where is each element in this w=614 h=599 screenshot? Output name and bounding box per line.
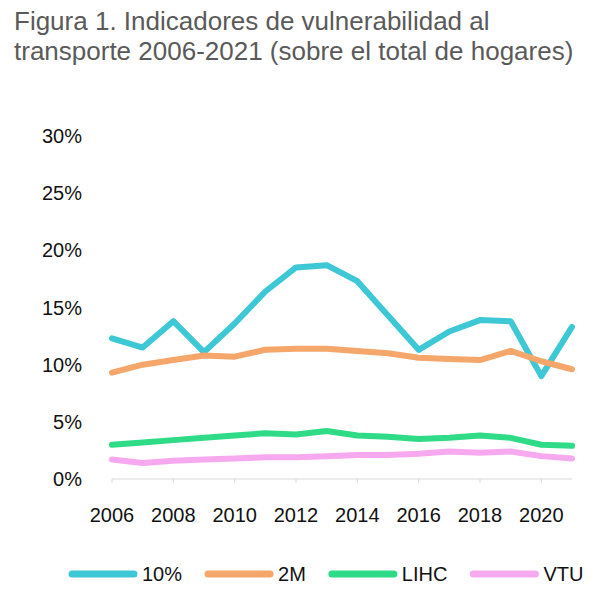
legend-swatch [473, 571, 535, 578]
x-axis-line [112, 479, 572, 480]
y-tick-label: 20% [42, 239, 82, 261]
legend-label: 10% [142, 563, 182, 585]
legend-swatch [72, 571, 134, 578]
series-line [112, 452, 572, 463]
legend-label: LIHC [402, 563, 448, 585]
x-tick [234, 479, 235, 483]
x-tick [112, 479, 113, 483]
x-tick-label: 2008 [151, 504, 196, 526]
y-tick-label: 25% [42, 182, 82, 204]
x-tick [296, 479, 297, 483]
x-tick-label: 2016 [396, 504, 441, 526]
y-tick-label: 10% [42, 354, 82, 376]
series-line [112, 431, 572, 446]
legend-swatch [208, 571, 270, 578]
legend-label: 2M [278, 563, 306, 585]
x-tick-label: 2010 [212, 504, 257, 526]
y-tick-label: 5% [53, 411, 82, 433]
series-line [112, 349, 572, 373]
y-tick-label: 30% [42, 125, 82, 147]
legend-swatch [332, 571, 394, 578]
series-line [112, 265, 572, 376]
x-tick [173, 479, 174, 483]
x-tick-label: 2020 [519, 504, 564, 526]
x-tick-label: 2018 [458, 504, 503, 526]
y-tick-label: 15% [42, 297, 82, 319]
chart-title: Figura 1. Indicadores de vulnerabilidad … [14, 6, 604, 66]
x-tick [541, 479, 542, 483]
y-tick-label: 0% [53, 468, 82, 490]
x-tick [418, 479, 419, 483]
x-tick-label: 2006 [90, 504, 135, 526]
x-tick [357, 479, 358, 483]
plot-lines [112, 265, 572, 463]
x-tick-label: 2014 [335, 504, 380, 526]
legend-label: VTU [543, 563, 583, 585]
x-tick [480, 479, 481, 483]
x-tick-label: 2012 [274, 504, 319, 526]
chart: 0% 5% 10% 15% 20% 25% 30% 2006 2008 2010 2012 2014 2… [0, 0, 614, 599]
